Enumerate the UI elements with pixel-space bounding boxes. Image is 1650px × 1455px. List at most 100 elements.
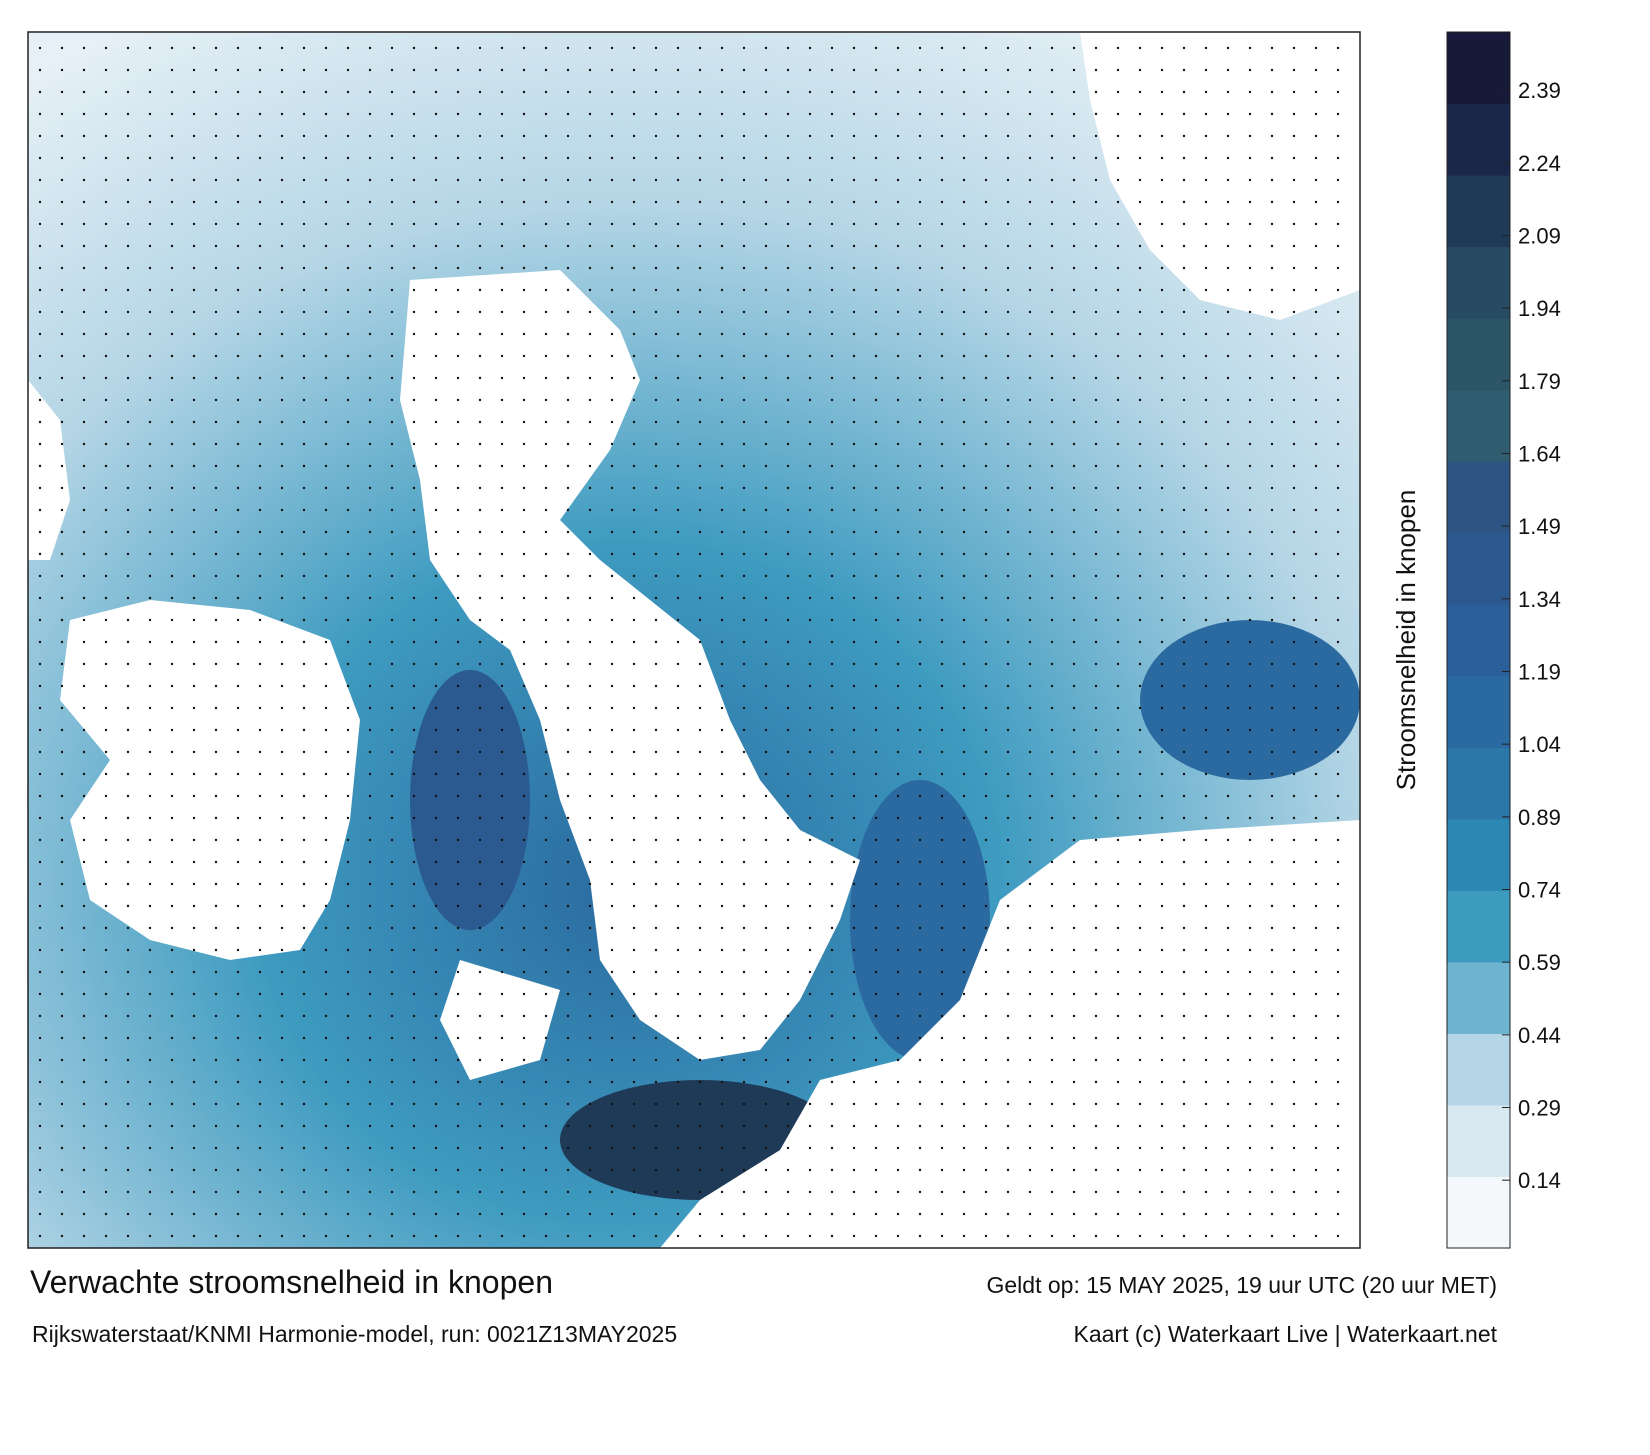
grid-dot xyxy=(720,1190,724,1194)
grid-dot xyxy=(632,948,636,952)
grid-dot xyxy=(38,1102,42,1106)
grid-dot xyxy=(808,1212,812,1216)
grid-dot xyxy=(1006,1124,1010,1128)
grid-dot xyxy=(764,178,768,182)
grid-dot xyxy=(654,442,658,446)
grid-dot xyxy=(412,1014,416,1018)
grid-dot xyxy=(478,464,482,468)
grid-dot xyxy=(1094,860,1098,864)
grid-dot xyxy=(852,134,856,138)
grid-dot xyxy=(82,596,86,600)
grid-dot xyxy=(390,530,394,534)
grid-dot xyxy=(280,970,284,974)
grid-dot xyxy=(1336,1080,1340,1084)
grid-dot xyxy=(1050,860,1054,864)
grid-dot xyxy=(258,728,262,732)
grid-dot xyxy=(1182,134,1186,138)
grid-dot xyxy=(698,112,702,116)
grid-dot xyxy=(1072,486,1076,490)
grid-dot xyxy=(522,794,526,798)
grid-dot xyxy=(346,838,350,842)
grid-dot xyxy=(764,486,768,490)
grid-dot xyxy=(324,662,328,666)
grid-dot xyxy=(852,904,856,908)
grid-dot xyxy=(500,46,504,50)
grid-dot xyxy=(1292,420,1296,424)
grid-dot xyxy=(742,398,746,402)
grid-dot xyxy=(808,992,812,996)
grid-dot xyxy=(676,266,680,270)
grid-dot xyxy=(302,1168,306,1172)
grid-dot xyxy=(82,134,86,138)
grid-dot xyxy=(412,46,416,50)
grid-dot xyxy=(764,508,768,512)
grid-dot xyxy=(1116,1190,1120,1194)
grid-dot xyxy=(940,398,944,402)
grid-dot xyxy=(676,904,680,908)
grid-dot xyxy=(1292,574,1296,578)
grid-dot xyxy=(852,948,856,952)
grid-dot xyxy=(126,640,130,644)
grid-dot xyxy=(610,1014,614,1018)
grid-dot xyxy=(632,134,636,138)
grid-dot xyxy=(236,310,240,314)
grid-dot xyxy=(412,68,416,72)
grid-dot xyxy=(984,420,988,424)
grid-dot xyxy=(456,838,460,842)
grid-dot xyxy=(896,508,900,512)
grid-dot xyxy=(1182,486,1186,490)
grid-dot xyxy=(214,1146,218,1150)
grid-dot xyxy=(1292,288,1296,292)
grid-dot xyxy=(148,618,152,622)
grid-dot xyxy=(1248,486,1252,490)
grid-dot xyxy=(1116,376,1120,380)
grid-dot xyxy=(258,1124,262,1128)
grid-dot xyxy=(830,926,834,930)
grid-dot xyxy=(940,200,944,204)
grid-dot xyxy=(1292,244,1296,248)
grid-dot xyxy=(610,420,614,424)
grid-dot xyxy=(1050,200,1054,204)
grid-dot xyxy=(676,1146,680,1150)
grid-dot xyxy=(830,1212,834,1216)
grid-dot xyxy=(1270,640,1274,644)
grid-dot xyxy=(588,90,592,94)
grid-dot xyxy=(82,1124,86,1128)
grid-dot xyxy=(852,772,856,776)
grid-dot xyxy=(588,178,592,182)
grid-dot xyxy=(258,684,262,688)
grid-dot xyxy=(346,1102,350,1106)
grid-dot xyxy=(566,112,570,116)
grid-dot xyxy=(1226,1146,1230,1150)
grid-dot xyxy=(258,464,262,468)
grid-dot xyxy=(148,46,152,50)
grid-dot xyxy=(1072,442,1076,446)
grid-dot xyxy=(1204,354,1208,358)
grid-dot xyxy=(808,530,812,534)
grid-dot xyxy=(126,1080,130,1084)
grid-dot xyxy=(962,1190,966,1194)
grid-dot xyxy=(500,838,504,842)
grid-dot xyxy=(478,838,482,842)
grid-dot xyxy=(456,1212,460,1216)
grid-dot xyxy=(632,772,636,776)
grid-dot xyxy=(1248,508,1252,512)
grid-dot xyxy=(852,816,856,820)
grid-dot xyxy=(764,90,768,94)
grid-dot xyxy=(808,464,812,468)
grid-dot xyxy=(654,530,658,534)
grid-dot xyxy=(170,442,174,446)
grid-dot xyxy=(1028,552,1032,556)
grid-dot xyxy=(522,640,526,644)
grid-dot xyxy=(940,46,944,50)
grid-dot xyxy=(1072,684,1076,688)
grid-dot xyxy=(214,464,218,468)
grid-dot xyxy=(148,926,152,930)
grid-dot xyxy=(324,772,328,776)
grid-dot xyxy=(214,970,218,974)
grid-dot xyxy=(610,376,614,380)
grid-dot xyxy=(874,1102,878,1106)
grid-dot xyxy=(324,882,328,886)
grid-dot xyxy=(60,948,64,952)
grid-dot xyxy=(236,178,240,182)
